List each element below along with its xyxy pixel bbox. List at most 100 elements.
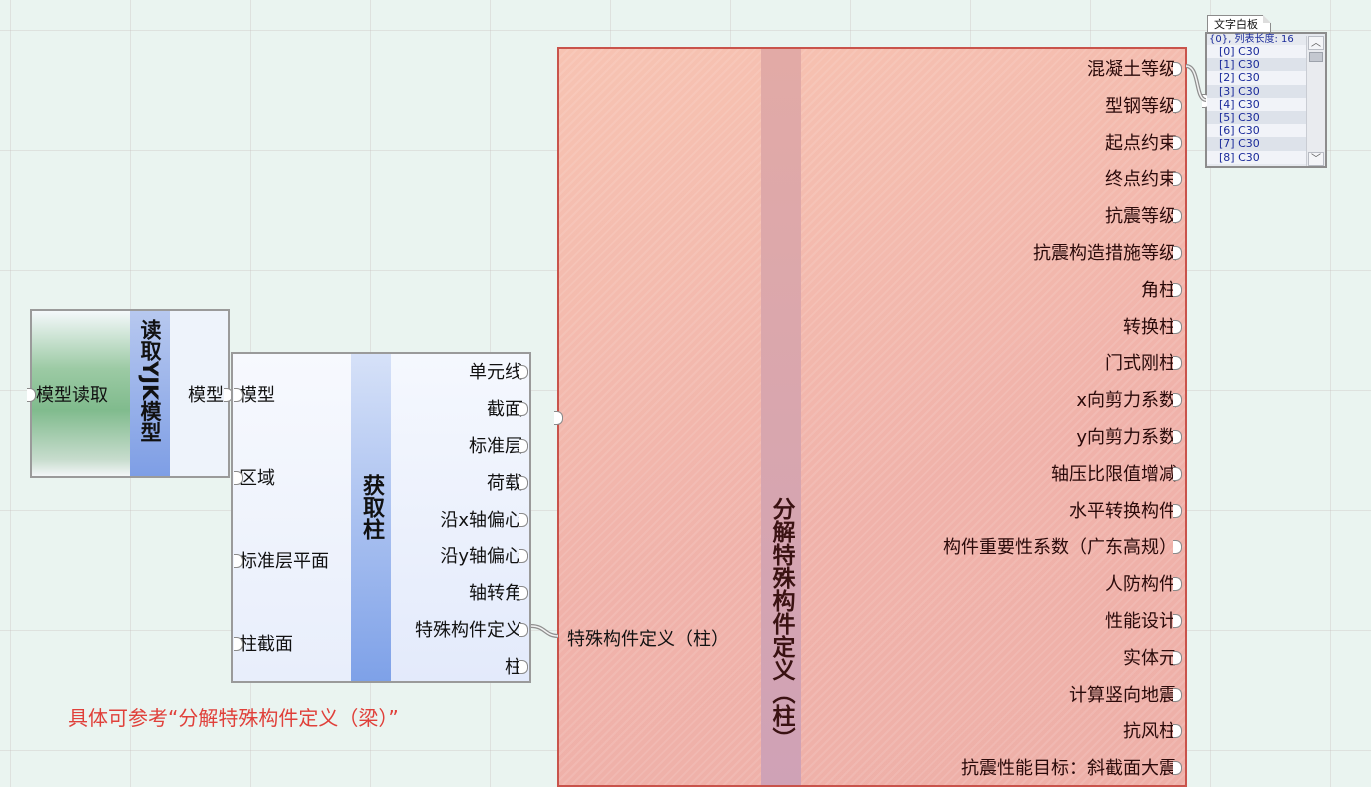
decompose-output-port-15[interactable]: 性能设计 [1105, 607, 1182, 633]
input-port-column-section[interactable]: 柱截面 [234, 630, 293, 656]
output-label: 人防构件 [1105, 574, 1177, 596]
output-port-load[interactable]: 荷载 [487, 469, 528, 495]
output-label: 柱 [505, 657, 523, 678]
output-label: 单元线 [469, 362, 523, 383]
output-label: 构件重要性系数（广东高规） [943, 537, 1177, 559]
output-label: 门式刚柱 [1105, 353, 1177, 375]
decompose-output-port-19[interactable]: 抗震性能目标：斜截面大震 [961, 754, 1182, 780]
output-label: 沿y轴偏心 [440, 546, 523, 567]
output-label: 抗风柱 [1123, 721, 1177, 743]
reference-note: 具体可参考“分解特殊构件定义（梁）” [68, 706, 399, 730]
wire-special-member-def [530, 624, 559, 638]
decompose-output-port-8[interactable]: 门式刚柱 [1105, 349, 1182, 375]
decompose-output-port-14[interactable]: 人防构件 [1105, 570, 1182, 596]
output-label: 轴转角 [469, 583, 523, 604]
text-panel-row[interactable]: [3] C30 [1207, 84, 1311, 98]
decompose-output-port-17[interactable]: 计算竖向地震 [1069, 681, 1182, 707]
output-label: 抗震构造措施等级 [1033, 243, 1177, 264]
output-label: 性能设计 [1105, 611, 1177, 632]
component-title: 获取柱 [359, 474, 384, 540]
decompose-output-port-5[interactable]: 抗震构造措施等级 [1033, 239, 1182, 265]
decompose-output-port-7[interactable]: 转换柱 [1123, 313, 1182, 339]
output-label: 转换柱 [1123, 316, 1177, 338]
input-port-region[interactable]: 区域 [234, 464, 275, 490]
output-label: 抗震性能目标：斜截面大震 [961, 758, 1177, 780]
read-yjk-model-component[interactable]: 模型读取 读取YJK模型 模型 [27, 309, 233, 478]
text-panel-row[interactable]: [4] C30 [1207, 97, 1311, 111]
output-label: 角柱 [1141, 279, 1177, 301]
output-label: 计算竖向地震 [1069, 684, 1177, 706]
chevron-up-icon[interactable]: ︿ [1308, 36, 1324, 50]
decompose-output-port-18[interactable]: 抗风柱 [1123, 717, 1182, 743]
decompose-output-port-6[interactable]: 角柱 [1141, 276, 1182, 302]
input-port-model[interactable]: 模型 [234, 381, 275, 407]
input-label: 模型 [239, 385, 275, 406]
input-label: 标准层平面 [239, 551, 329, 572]
output-label: 终点约束 [1105, 169, 1177, 191]
text-panel-list[interactable]: [0] C30 [1] C30 [2] C30 [3] C30 [4] C30 [5] C… [1207, 45, 1311, 164]
get-column-inputs: 模型 区域 标准层平面 柱截面 [233, 354, 351, 681]
output-port-special-member-def[interactable]: 特殊构件定义 [415, 616, 528, 642]
output-port-section[interactable]: 截面 [487, 395, 528, 421]
component-title: 分解特殊构件定义（柱） [768, 497, 794, 750]
output-label: 荷载 [487, 473, 523, 494]
input-label-model-read: 模型读取 [36, 385, 108, 406]
get-column-component[interactable]: 模型 区域 标准层平面 柱截面 获取柱 单元线 截面 标准层 荷载 沿x轴偏心 … [231, 352, 531, 683]
output-label: 抗震等级 [1105, 206, 1177, 228]
output-label: 实体元 [1123, 647, 1177, 669]
output-label-model: 模型 [188, 385, 224, 406]
text-panel-row[interactable]: [0] C30 [1207, 45, 1311, 59]
decompose-output-port-13[interactable]: 构件重要性系数（广东高规） [943, 533, 1182, 559]
output-port-column[interactable]: 柱 [505, 653, 528, 679]
chevron-down-icon[interactable]: ﹀ [1308, 152, 1324, 166]
decompose-output-port-4[interactable]: 抗震等级 [1105, 202, 1182, 228]
decompose-output-port-9[interactable]: x向剪力系数 [1076, 386, 1182, 412]
scroll-thumb[interactable] [1309, 52, 1323, 62]
component-title: 读取YJK模型 [138, 319, 162, 443]
component-title-bar[interactable]: 获取柱 [351, 354, 391, 681]
component-title-bar[interactable]: 分解特殊构件定义（柱） [761, 49, 801, 785]
decompose-special-member-column-component[interactable]: 特殊构件定义（柱） 分解特殊构件定义（柱） 混凝土等级型钢等级起点约束终点约束抗… [554, 47, 1187, 787]
text-panel-row[interactable]: [5] C30 [1207, 110, 1311, 125]
output-label: 型钢等级 [1105, 95, 1177, 117]
decompose-output-port-16[interactable]: 实体元 [1123, 644, 1182, 670]
input-port-special-member-column[interactable]: 特殊构件定义（柱） [554, 49, 761, 785]
output-label: 特殊构件定义 [415, 620, 523, 641]
text-panel-row[interactable]: [2] C30 [1207, 71, 1311, 85]
input-label-special-member-column: 特殊构件定义（柱） [567, 629, 729, 650]
decompose-output-port-10[interactable]: y向剪力系数 [1076, 423, 1182, 449]
decompose-output-port-1[interactable]: 型钢等级 [1105, 92, 1182, 118]
text-panel-header: {0}, 列表长度: 16 [1209, 34, 1294, 45]
text-panel-row[interactable]: [8] C30 [1207, 150, 1311, 164]
output-port-standard-floor[interactable]: 标准层 [469, 432, 528, 458]
output-port-rotation[interactable]: 轴转角 [469, 579, 528, 605]
output-label: x向剪力系数 [1076, 390, 1177, 412]
text-panel-row[interactable]: [1] C30 [1207, 58, 1311, 72]
decompose-output-port-11[interactable]: 轴压比限值增减 [1051, 460, 1182, 486]
text-panel-tab[interactable]: 文字白板 [1207, 15, 1271, 33]
text-panel-row[interactable]: [6] C30 [1207, 124, 1311, 138]
output-label: 沿x轴偏心 [440, 510, 523, 531]
output-label: y向剪力系数 [1076, 427, 1177, 448]
output-label: 水平转换构件 [1069, 500, 1177, 522]
decompose-output-port-12[interactable]: 水平转换构件 [1069, 497, 1182, 523]
decompose-outputs: 混凝土等级型钢等级起点约束终点约束抗震等级抗震构造措施等级角柱转换柱门式刚柱 x向… [801, 49, 1185, 785]
output-port-model[interactable]: 模型 [170, 311, 233, 476]
output-port-y-eccentricity[interactable]: 沿y轴偏心 [440, 542, 528, 568]
decompose-output-port-3[interactable]: 终点约束 [1105, 165, 1182, 191]
output-port-element-line[interactable]: 单元线 [469, 358, 528, 384]
text-panel-row[interactable]: [7] C30 [1207, 137, 1311, 151]
output-label: 轴压比限值增减 [1051, 463, 1177, 485]
text-panel[interactable]: {0}, 列表长度: 16 [0] C30 [1] C30 [2] C30 [3] C… [1202, 32, 1327, 168]
get-column-outputs: 单元线 截面 标准层 荷载 沿x轴偏心 沿y轴偏心 轴转角 特殊构件定义 柱 [391, 354, 529, 681]
text-panel-scrollbar[interactable]: ︿ ﹀ [1306, 36, 1325, 166]
output-label: 截面 [487, 399, 523, 420]
output-label: 标准层 [469, 436, 523, 457]
decompose-output-port-0[interactable]: 混凝土等级 [1087, 55, 1182, 81]
input-port-floor-plane[interactable]: 标准层平面 [234, 547, 329, 573]
component-title-bar[interactable]: 读取YJK模型 [130, 311, 170, 476]
decompose-output-port-2[interactable]: 起点约束 [1105, 129, 1182, 155]
input-port-model-read[interactable]: 模型读取 [27, 311, 130, 476]
input-label: 区域 [239, 468, 275, 489]
output-port-x-eccentricity[interactable]: 沿x轴偏心 [440, 506, 528, 532]
